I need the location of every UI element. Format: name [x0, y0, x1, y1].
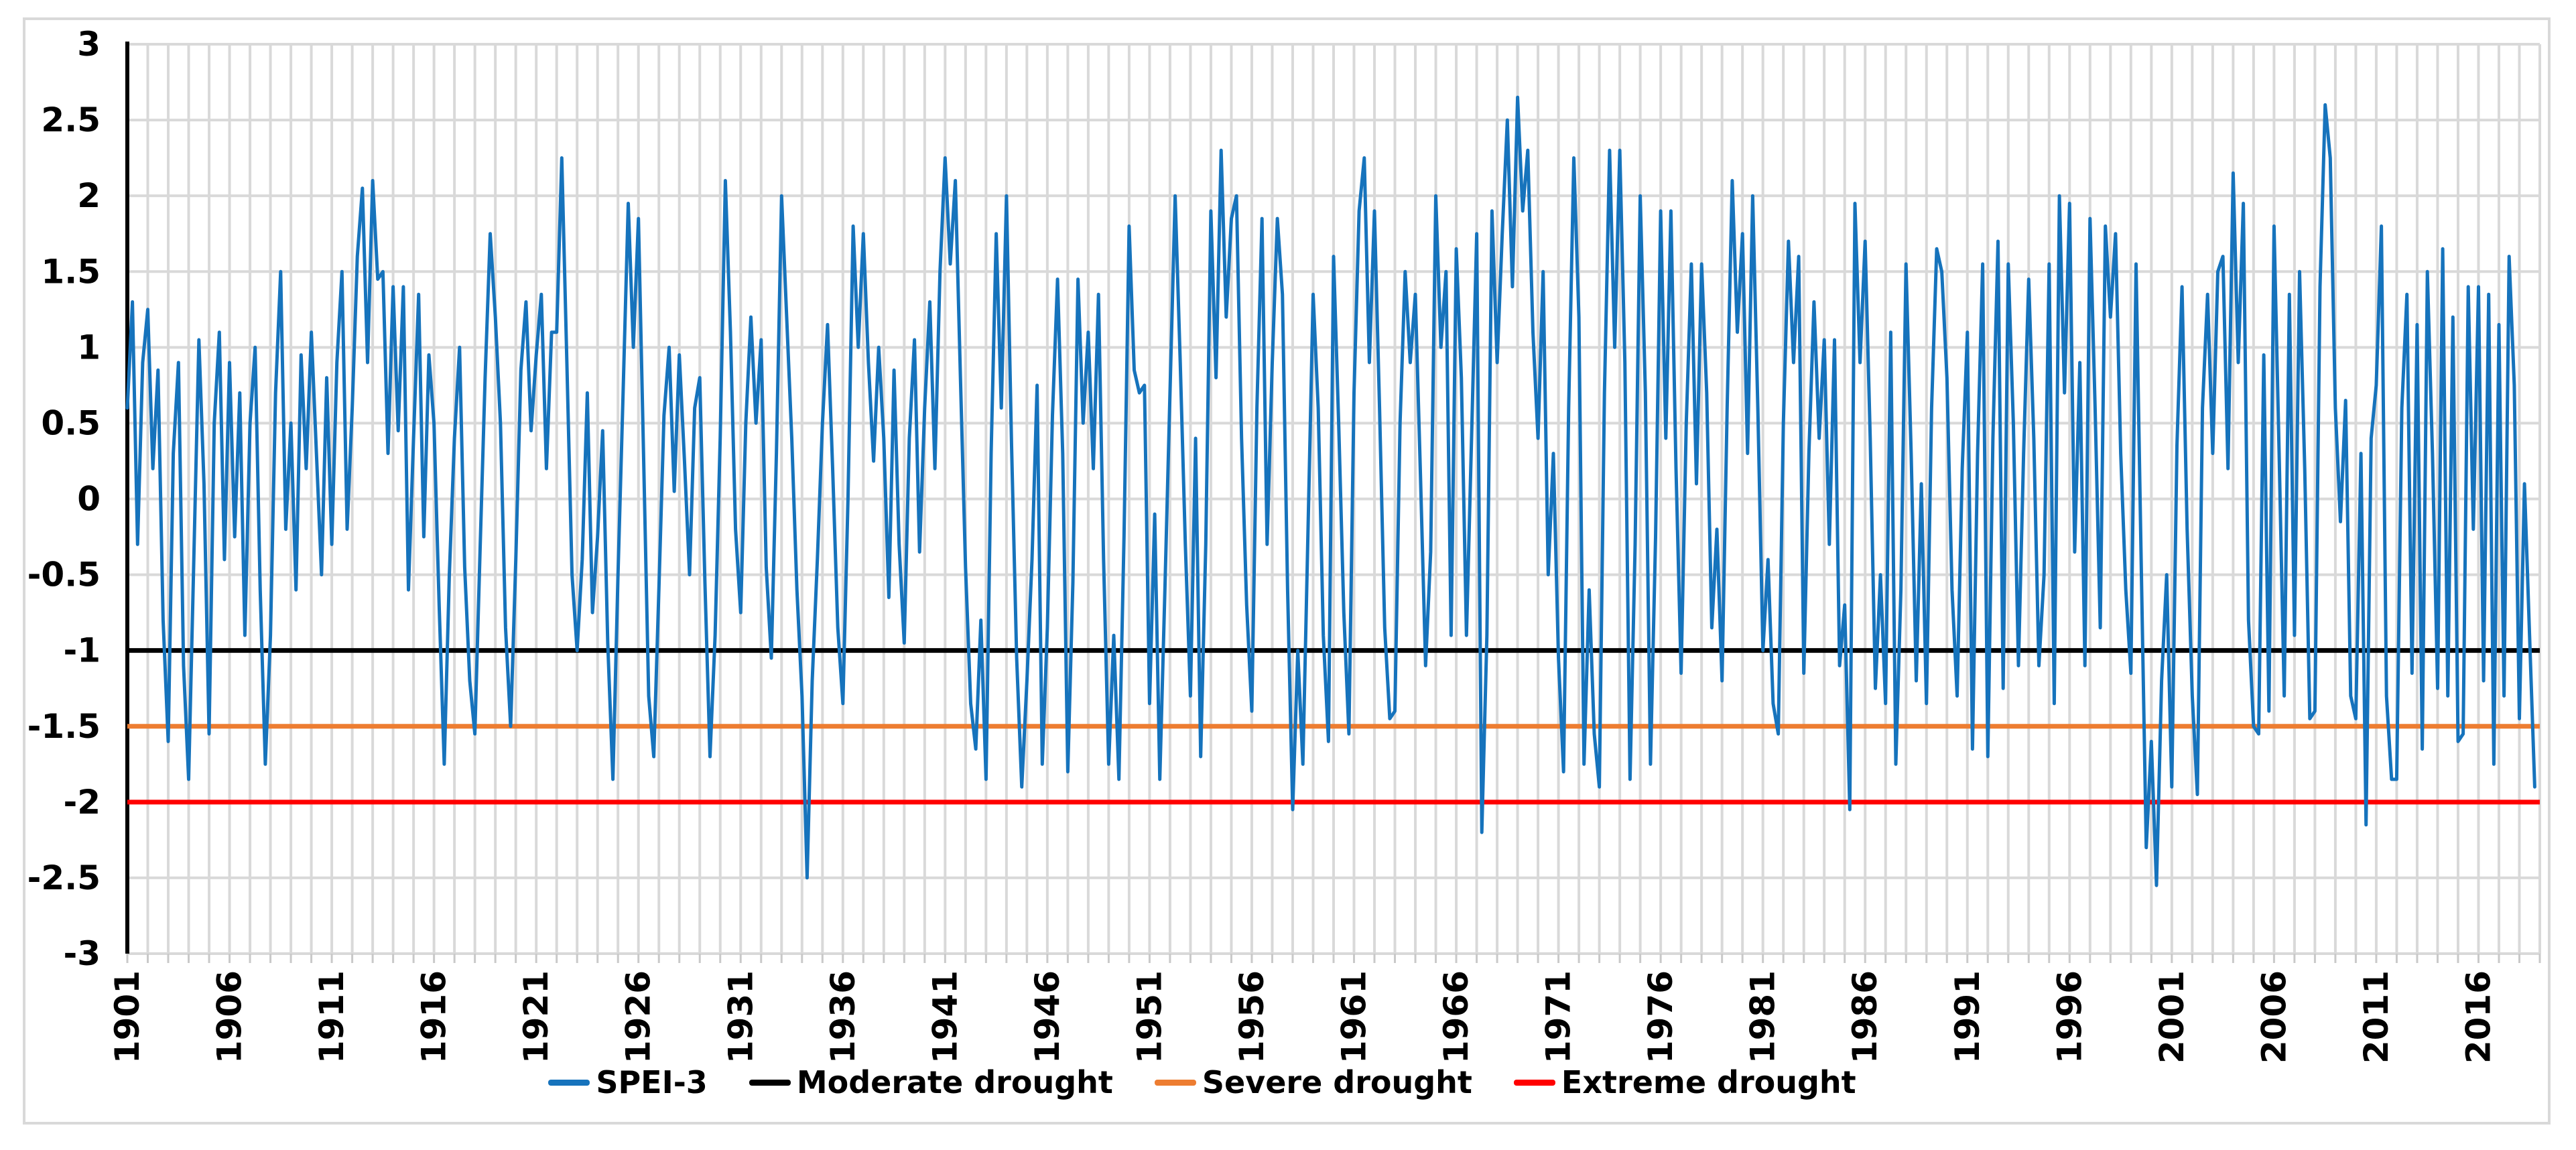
legend-item-spei3: SPEI-3: [548, 1064, 708, 1100]
legend-item-moderate-drought: Moderate drought: [749, 1064, 1113, 1100]
svg-text:1906: 1906: [210, 970, 249, 1064]
svg-text:1921: 1921: [517, 970, 556, 1064]
svg-text:2006: 2006: [2254, 970, 2293, 1064]
legend-item-extreme-drought: Extreme drought: [1513, 1064, 1856, 1100]
legend-line-swatch-extreme-drought: [1513, 1079, 1555, 1086]
svg-text:-1.5: -1.5: [27, 707, 101, 746]
svg-text:1: 1: [77, 328, 101, 367]
svg-text:1996: 1996: [2050, 970, 2089, 1064]
legend-line-swatch-moderate-drought: [749, 1079, 791, 1086]
svg-text:1936: 1936: [824, 970, 862, 1064]
svg-text:1951: 1951: [1130, 970, 1169, 1064]
svg-text:1.5: 1.5: [41, 252, 101, 291]
svg-text:2001: 2001: [2152, 970, 2191, 1064]
svg-text:0: 0: [77, 480, 101, 519]
legend-line-swatch-spei3: [548, 1079, 590, 1086]
svg-text:1916: 1916: [415, 970, 454, 1064]
svg-text:1976: 1976: [1641, 970, 1680, 1064]
legend-label-spei3: SPEI-3: [596, 1064, 708, 1100]
chart-legend: SPEI-3 Moderate drought Severe drought E…: [0, 1064, 2490, 1100]
svg-text:1991: 1991: [1948, 970, 1987, 1064]
y-axis-labels: 3 2.5 2 1.5 1 0.5 0 -0.5 -1 -1.5 -2 -2.5 -3: [27, 25, 101, 973]
svg-text:2: 2: [77, 176, 101, 215]
svg-text:3: 3: [77, 25, 101, 64]
svg-text:0.5: 0.5: [41, 403, 101, 442]
legend-line-swatch-severe-drought: [1154, 1079, 1196, 1086]
svg-text:1971: 1971: [1539, 970, 1578, 1064]
legend-label-extreme-drought: Extreme drought: [1561, 1064, 1856, 1100]
svg-text:1926: 1926: [619, 970, 658, 1064]
x-axis-labels: 1901 1906 1911 1916 1921 1926 1931 1936 1941 1946…: [108, 970, 2498, 1064]
svg-text:1901: 1901: [108, 970, 147, 1064]
svg-text:1956: 1956: [1232, 970, 1271, 1064]
svg-text:1986: 1986: [1846, 970, 1884, 1064]
svg-text:1981: 1981: [1744, 970, 1783, 1064]
spei3-series-line: [125, 95, 2536, 887]
svg-text:-0.5: -0.5: [27, 556, 101, 594]
svg-text:1946: 1946: [1028, 970, 1067, 1064]
svg-text:2011: 2011: [2357, 970, 2396, 1064]
svg-text:-1: -1: [63, 631, 101, 670]
svg-text:1961: 1961: [1335, 970, 1374, 1064]
svg-text:2.5: 2.5: [41, 101, 101, 139]
legend-item-severe-drought: Severe drought: [1154, 1064, 1472, 1100]
svg-text:-3: -3: [63, 934, 101, 973]
legend-label-moderate-drought: Moderate drought: [796, 1064, 1113, 1100]
svg-text:1931: 1931: [721, 970, 760, 1064]
svg-text:-2.5: -2.5: [27, 858, 101, 897]
svg-text:-2: -2: [63, 783, 101, 822]
svg-text:2016: 2016: [2459, 970, 2498, 1064]
svg-text:1966: 1966: [1437, 970, 1476, 1064]
legend-label-severe-drought: Severe drought: [1202, 1064, 1472, 1100]
svg-text:1941: 1941: [925, 970, 964, 1064]
svg-text:1911: 1911: [312, 970, 351, 1064]
vertical-gridlines: [126, 44, 2541, 963]
